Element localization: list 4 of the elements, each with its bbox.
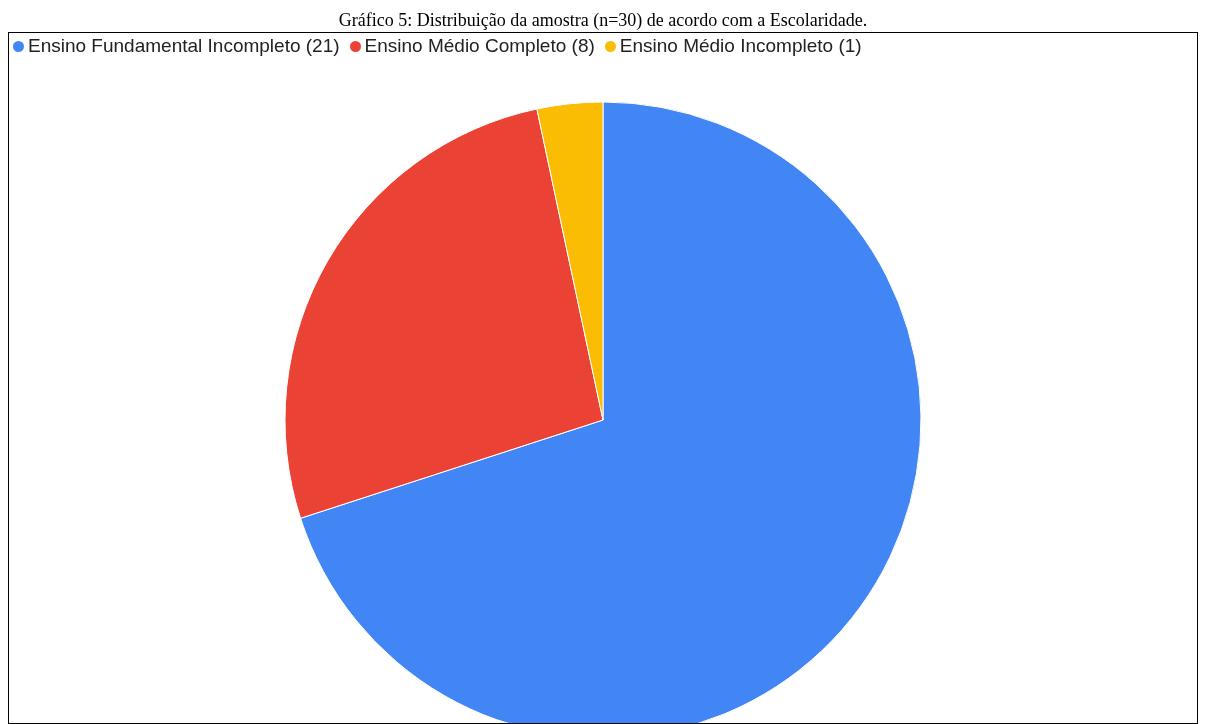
legend-label: Ensino Médio Incompleto (1) bbox=[619, 35, 862, 56]
chart-title: Gráfico 5: Distribuição da amostra (n=30) de acordo com a Escolaridade. bbox=[337, 9, 869, 32]
legend-label: Ensino Médio Completo (8) bbox=[364, 35, 595, 56]
legend-label: Ensino Fundamental Incompleto (21) bbox=[28, 35, 340, 56]
